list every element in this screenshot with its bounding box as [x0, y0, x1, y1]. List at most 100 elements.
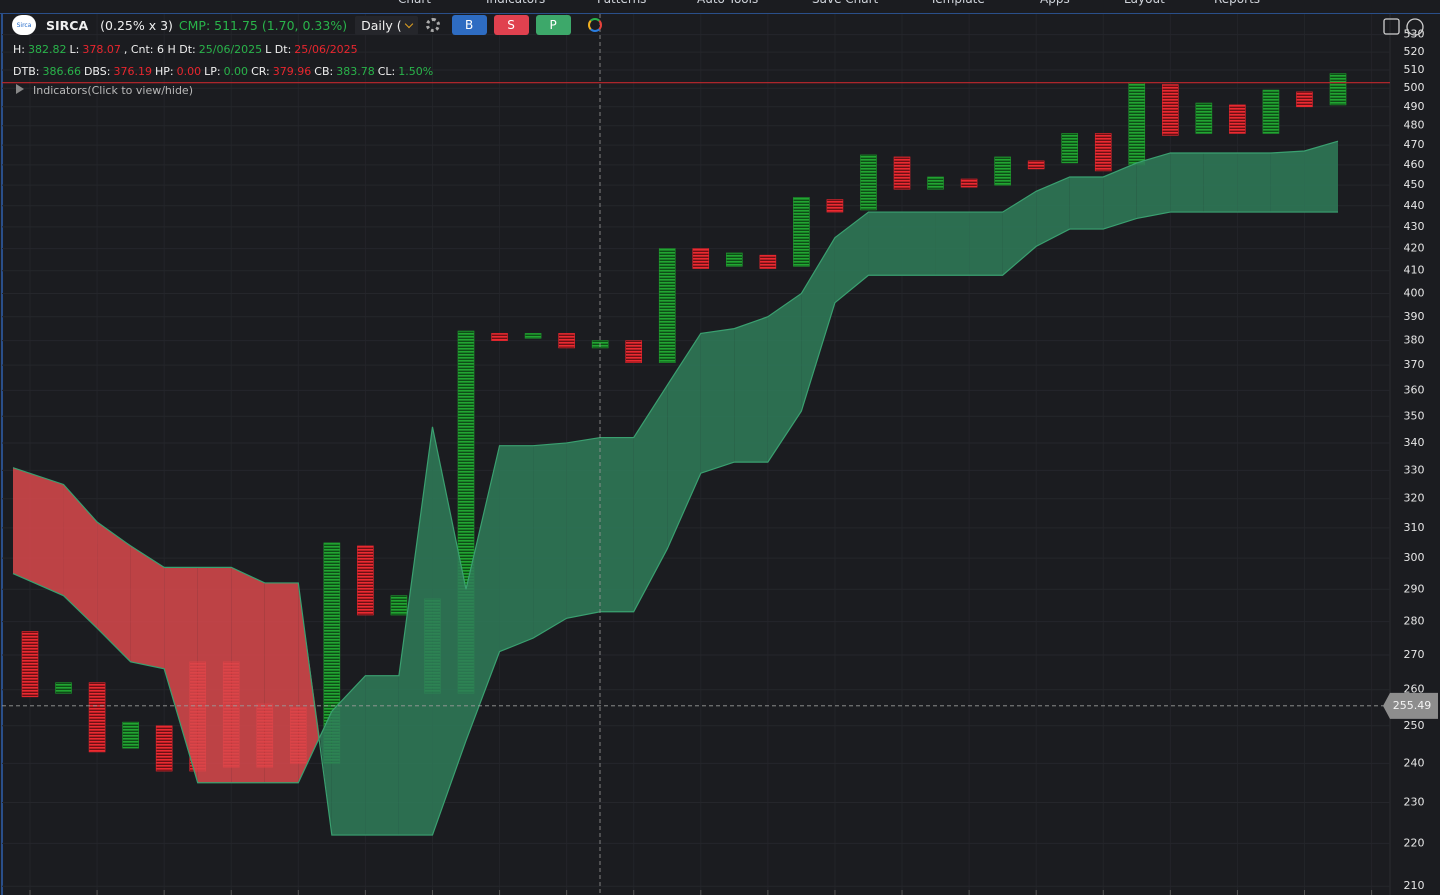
- cloud-fill: [566, 437, 601, 619]
- bar-down: [1296, 91, 1313, 108]
- buy-button[interactable]: B: [451, 15, 487, 35]
- stat-label: HP:: [154, 65, 174, 78]
- bar-up: [1195, 102, 1213, 134]
- menu-item[interactable]: Apps: [1040, 0, 1070, 6]
- menu-item[interactable]: Chart: [398, 0, 431, 6]
- p-button[interactable]: P: [535, 15, 571, 35]
- cloud-fill: [1136, 152, 1171, 219]
- stats-row: H: 382.82 L: 378.07, Cnt: 6 H Dt: 25/06/2025…: [13, 43, 361, 56]
- y-tick-label: 300: [1404, 551, 1425, 564]
- y-tick-label: 210: [1404, 879, 1425, 892]
- sell-button[interactable]: S: [493, 15, 529, 35]
- cloud-fill: [97, 522, 131, 662]
- cloud-fill: [1036, 176, 1070, 247]
- cloud-fill: [734, 316, 768, 463]
- stat-label: DTB:: [13, 65, 40, 78]
- cloud-fill: [667, 333, 701, 549]
- bar-up: [793, 197, 810, 267]
- bar-up: [860, 154, 877, 211]
- y-tick-label: 230: [1404, 796, 1425, 809]
- cloud-fill: [834, 212, 869, 303]
- cmp: CMP: 511.75 (1.70, 0.33%): [178, 17, 348, 33]
- stat-label: H:: [13, 43, 25, 56]
- menu-item[interactable]: Save Chart: [812, 0, 878, 6]
- icon-expand: [1383, 18, 1400, 35]
- y-tick-label: 480: [1404, 119, 1425, 132]
- cloud-fill: [365, 675, 399, 836]
- bar-down: [21, 631, 39, 698]
- cloud-fill: [13, 467, 64, 596]
- y-tick-label: 520: [1404, 45, 1425, 58]
- cloud-fill: [801, 237, 835, 412]
- y-tick-label: 380: [1404, 334, 1425, 347]
- y-tick-label: 440: [1404, 199, 1425, 212]
- stats-row: DTB: 386.66 DBS: 376.19 HP: 0.00 LP: 0.00 CR: 379…: [13, 65, 436, 78]
- menu-item[interactable]: Patterns: [597, 0, 646, 6]
- bar-down: [759, 254, 777, 269]
- y-tick-label: 400: [1404, 286, 1425, 299]
- stat-label: CL:: [377, 65, 396, 78]
- cloud-fill: [63, 484, 98, 629]
- y-tick-label: 470: [1404, 138, 1425, 151]
- bar-down: [692, 248, 710, 269]
- cloud-fill: [1069, 176, 1104, 230]
- stat-label: CB:: [314, 65, 334, 78]
- bar-down: [88, 682, 106, 753]
- cloud-fill: [700, 328, 735, 474]
- menu-item[interactable]: Template: [930, 0, 985, 6]
- cloud-fill: [1170, 152, 1204, 213]
- bar-up: [524, 333, 542, 339]
- timeframe-select[interactable]: Daily (: [355, 15, 418, 35]
- y-tick-label: 510: [1404, 63, 1425, 76]
- bar-up: [1061, 133, 1078, 164]
- bar-down: [155, 725, 173, 772]
- y-tick-label: 430: [1404, 220, 1425, 233]
- stat-value: 376.19: [113, 65, 152, 78]
- cloud-line: [12, 211, 1338, 836]
- cloud-fill: [935, 212, 970, 276]
- multiplier: (0.25% x 3): [100, 17, 173, 33]
- cloud-fill: [533, 442, 567, 639]
- stat-value: 25/06/2025: [198, 43, 263, 56]
- bar-down: [960, 178, 978, 188]
- stat-label: LP:: [204, 65, 221, 78]
- stat-value: 1.50%: [398, 65, 434, 78]
- bar-down: [1162, 84, 1179, 136]
- stat-label: L Dt:: [265, 43, 292, 56]
- cloud-fill: [130, 545, 165, 669]
- cloud-fill: [499, 445, 534, 652]
- bar-down: [625, 340, 642, 363]
- y-tick-label: 220: [1404, 836, 1425, 849]
- y-tick-label: 460: [1404, 158, 1425, 171]
- y-tick-label: 330: [1404, 463, 1425, 476]
- bar-down: [1229, 104, 1246, 134]
- color-icon[interactable]: [587, 18, 602, 32]
- settings-icon[interactable]: [425, 18, 440, 32]
- cloud-fill: [1203, 152, 1238, 213]
- y-tick-label: 260: [1404, 683, 1425, 696]
- bar-up: [1128, 82, 1146, 166]
- menu-item[interactable]: Reports: [1214, 0, 1260, 6]
- cloud-fill: [633, 385, 668, 612]
- y-tick-label: 450: [1404, 178, 1425, 191]
- menu-item[interactable]: Indicators: [486, 0, 545, 6]
- menu-item[interactable]: Layout: [1124, 0, 1165, 6]
- menu-item[interactable]: Auto Tools: [697, 0, 758, 6]
- logo: Sirca: [12, 15, 36, 35]
- cloud-fill: [398, 426, 433, 836]
- cloud-fill: [164, 567, 198, 783]
- cloud-fill: [264, 582, 299, 783]
- y-tick-label: 250: [1404, 719, 1425, 732]
- bar-down: [558, 333, 575, 349]
- y-tick-label: 280: [1404, 615, 1425, 628]
- cloud-fill: [969, 212, 1003, 276]
- stat-label: DBS:: [83, 65, 111, 78]
- price-label: 255.49: [1393, 699, 1432, 712]
- indicators-toggle[interactable]: Indicators(Click to view/hide): [16, 84, 193, 97]
- cloud-fill: [331, 675, 366, 836]
- stat-value: 0.00: [223, 65, 249, 78]
- cloud-fill: [466, 445, 500, 741]
- toolbar: Sirca SIRCA (0.25% x 3) CMP: 511.75 (1.7…: [12, 14, 602, 36]
- icon-screenshot: [1406, 18, 1424, 36]
